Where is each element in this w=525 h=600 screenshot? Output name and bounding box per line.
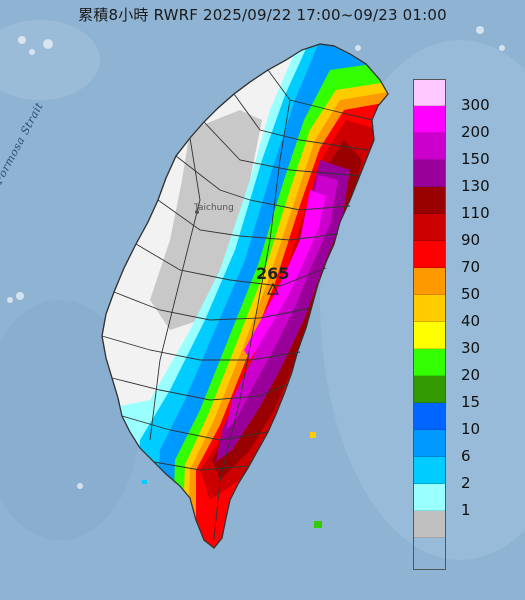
legend-label: 2 — [461, 474, 471, 492]
legend-item: 50 — [413, 268, 501, 303]
legend-item: 6 — [413, 430, 501, 465]
legend-swatch — [413, 268, 446, 295]
legend-item: 10 — [413, 403, 501, 438]
legend-item — [413, 511, 501, 538]
legend-swatch — [413, 376, 446, 403]
orchid-island — [314, 521, 322, 528]
legend-label: 130 — [461, 177, 490, 195]
legend-label: 90 — [461, 231, 481, 249]
boundaries — [101, 69, 373, 541]
city-dot-icon — [195, 210, 199, 214]
legend-label: 1 — [461, 501, 471, 519]
legend-swatch — [413, 403, 446, 430]
map-title: 累積8小時 RWRF 2025/09/22 17:00~09/23 01:00 — [78, 6, 447, 24]
legend-swatch — [413, 106, 446, 133]
legend-item: 1 — [413, 484, 501, 519]
cloud-specks — [7, 26, 505, 489]
legend-item: 15 — [413, 376, 501, 411]
legend-swatch — [413, 133, 446, 160]
legend-label: 150 — [461, 150, 490, 168]
legend-swatch — [413, 349, 446, 376]
legend-swatch — [413, 79, 446, 106]
legend-item: 90 — [413, 214, 501, 249]
legend-item: 200 — [413, 106, 501, 141]
legend-swatch — [413, 430, 446, 457]
legend-label: 70 — [461, 258, 481, 276]
legend-item: 70 — [413, 241, 501, 276]
legend-item: 30 — [413, 322, 501, 357]
legend-swatch — [413, 322, 446, 349]
max-rainfall-value: 265 — [256, 264, 290, 283]
legend-label: 20 — [461, 366, 481, 384]
legend-swatch — [413, 214, 446, 241]
legend-label: 30 — [461, 339, 481, 357]
legend-swatch — [413, 241, 446, 268]
legend-label: 50 — [461, 285, 481, 303]
legend: 300 200 150 130 110 90 70 50 40 30 20 15 10 6 2 1 — [413, 79, 501, 538]
legend-item: 40 — [413, 295, 501, 330]
legend-swatch — [413, 511, 446, 538]
green-island — [310, 432, 316, 438]
legend-swatch — [413, 484, 446, 511]
legend-swatch — [413, 457, 446, 484]
legend-swatch — [413, 187, 446, 214]
legend-item: 300 — [413, 79, 501, 114]
legend-item: 20 — [413, 349, 501, 384]
legend-label: 6 — [461, 447, 471, 465]
legend-swatch — [413, 160, 446, 187]
legend-label: 40 — [461, 312, 481, 330]
legend-item: 110 — [413, 187, 501, 222]
max-marker-icon — [267, 282, 279, 295]
legend-item: 150 — [413, 133, 501, 168]
legend-item: 130 — [413, 160, 501, 195]
legend-label: 10 — [461, 420, 481, 438]
legend-label: 15 — [461, 393, 481, 411]
legend-swatch — [413, 295, 446, 322]
legend-label: 300 — [461, 96, 490, 114]
legend-item: 2 — [413, 457, 501, 492]
city-label: Taichung — [194, 203, 234, 213]
legend-label: 200 — [461, 123, 490, 141]
legend-label: 110 — [461, 204, 490, 222]
